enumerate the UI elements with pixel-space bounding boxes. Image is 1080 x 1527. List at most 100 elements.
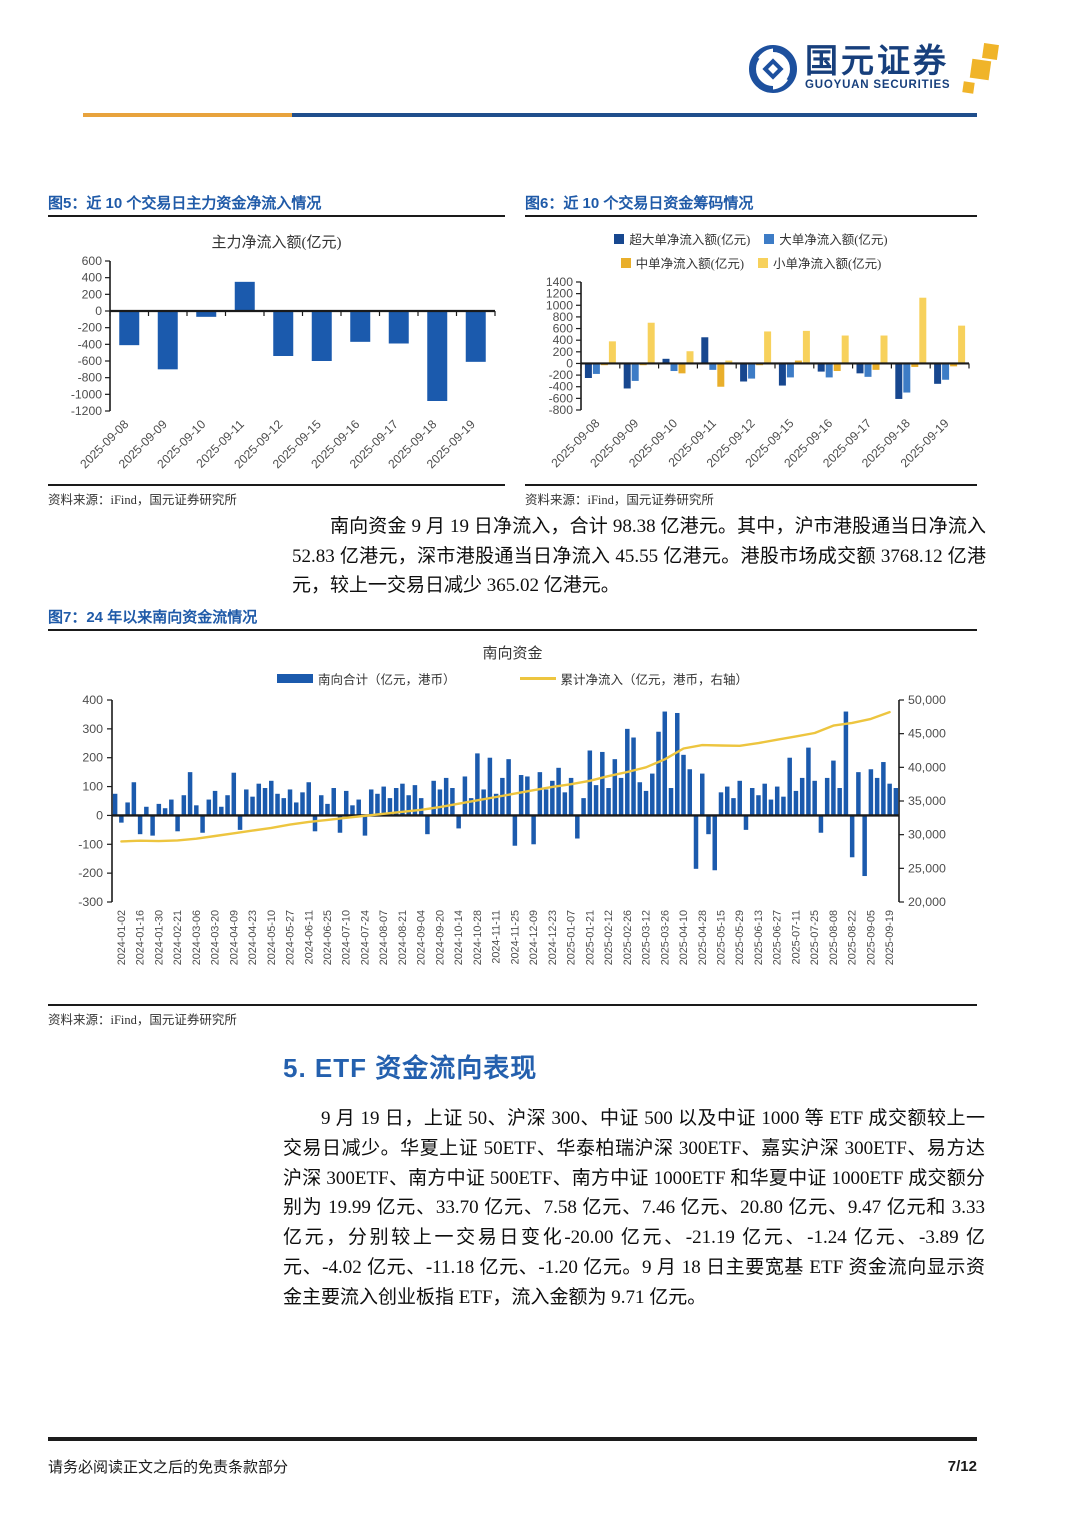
legend-item-small-order: 小单净流入额(亿元) bbox=[758, 253, 881, 272]
svg-text:2024-01-16: 2024-01-16 bbox=[135, 910, 147, 965]
svg-text:-600: -600 bbox=[549, 391, 574, 405]
svg-text:2025-06-27: 2025-06-27 bbox=[772, 910, 784, 965]
legend-item-cumulative-inflow: 累计净流入（亿元，港币，右轴） bbox=[519, 670, 748, 687]
svg-text:0: 0 bbox=[96, 808, 103, 822]
svg-text:-800: -800 bbox=[78, 371, 103, 385]
svg-text:-400: -400 bbox=[549, 380, 574, 394]
svg-text:2024-07-10: 2024-07-10 bbox=[341, 910, 353, 965]
svg-text:-300: -300 bbox=[78, 895, 103, 909]
svg-text:2024-03-20: 2024-03-20 bbox=[210, 910, 222, 965]
svg-text:600: 600 bbox=[553, 322, 574, 336]
etf-flows-paragraph: 9 月 19 日，上证 50、沪深 300、中证 500 以及中证 1000 等… bbox=[283, 1108, 985, 1308]
svg-text:2024-03-06: 2024-03-06 bbox=[191, 910, 203, 965]
svg-text:2024-08-07: 2024-08-07 bbox=[378, 910, 390, 965]
svg-text:200: 200 bbox=[553, 345, 574, 359]
svg-text:2024-11-25: 2024-11-25 bbox=[509, 910, 521, 964]
figure7-chart-title: 南向资金 bbox=[482, 646, 543, 662]
figure6: 图6：近 10 个交易日资金筹码情况 超大单净流入额(亿元) 大单净流入额(亿元… bbox=[525, 192, 977, 508]
svg-text:30,000: 30,000 bbox=[908, 828, 946, 842]
svg-text:1400: 1400 bbox=[546, 276, 573, 289]
svg-text:2024-04-23: 2024-04-23 bbox=[247, 910, 259, 965]
svg-text:2024-12-09: 2024-12-09 bbox=[528, 910, 540, 965]
southbound-funds-paragraph: 南向资金 9 月 19 日净流入，合计 98.38 亿港元。其中，沪市港股通当日… bbox=[292, 516, 986, 596]
brand-name-en: GUOYUAN SECURITIES bbox=[805, 79, 951, 91]
figure7-caption: 图7：24 年以来南向资金流情况 bbox=[48, 609, 258, 626]
legend-swatch-large-order bbox=[764, 233, 775, 244]
legend-item-large-order: 大单净流入额(亿元) bbox=[764, 229, 888, 248]
figure7-source: 资料来源：iFind，国元证券研究所 bbox=[48, 1004, 977, 1028]
svg-text:2025-05-29: 2025-05-29 bbox=[734, 910, 746, 965]
svg-text:2025-01-07: 2025-01-07 bbox=[566, 910, 578, 965]
svg-text:-1200: -1200 bbox=[71, 404, 102, 418]
svg-text:2025-03-12: 2025-03-12 bbox=[641, 910, 653, 965]
svg-text:-1000: -1000 bbox=[71, 387, 102, 401]
figure6-chart: 1400 1200 1000 800 600 400 200 0 -200 -400 -600 -80… bbox=[525, 275, 977, 479]
svg-text:2025-08-08: 2025-08-08 bbox=[828, 910, 840, 965]
svg-text:0: 0 bbox=[95, 304, 102, 318]
svg-text:2024-04-09: 2024-04-09 bbox=[228, 910, 240, 965]
svg-text:100: 100 bbox=[82, 780, 103, 794]
footer-disclaimer: 请务必阅读正文之后的免责条款部分 bbox=[48, 1460, 289, 1476]
brand-name-cn: 国元证券 bbox=[805, 42, 949, 79]
svg-text:2025-06-13: 2025-06-13 bbox=[753, 910, 765, 965]
legend-item-southbound-total: 南向合计（亿元，港币） bbox=[276, 670, 456, 687]
legend-swatch-line bbox=[519, 676, 556, 680]
svg-text:2024-09-04: 2024-09-04 bbox=[416, 910, 428, 965]
svg-text:2025-07-25: 2025-07-25 bbox=[809, 910, 821, 965]
svg-text:-600: -600 bbox=[78, 354, 103, 368]
svg-text:2024-10-14: 2024-10-14 bbox=[453, 910, 465, 965]
page-number: 7/12 bbox=[947, 1458, 977, 1475]
svg-text:2025-01-21: 2025-01-21 bbox=[584, 910, 596, 965]
svg-text:-200: -200 bbox=[549, 368, 574, 382]
figure5-caption-rule bbox=[48, 215, 505, 217]
svg-text:-800: -800 bbox=[549, 403, 574, 417]
header-divider bbox=[83, 113, 977, 117]
figure7-chart: 400 300 200 100 0 -100 -200 -300 50,000 45,000 40,… bbox=[48, 690, 977, 991]
legend-swatch-small-order bbox=[758, 257, 768, 268]
svg-text:2024-09-20: 2024-09-20 bbox=[434, 910, 446, 965]
svg-text:2024-01-30: 2024-01-30 bbox=[153, 910, 165, 965]
svg-text:40,000: 40,000 bbox=[908, 760, 946, 774]
svg-text:50,000: 50,000 bbox=[908, 693, 946, 707]
svg-text:200: 200 bbox=[82, 287, 103, 301]
svg-text:200: 200 bbox=[82, 751, 103, 765]
svg-text:2024-07-24: 2024-07-24 bbox=[359, 910, 371, 965]
svg-text:2024-01-02: 2024-01-02 bbox=[116, 910, 128, 965]
svg-text:2024-10-28: 2024-10-28 bbox=[472, 910, 484, 965]
svg-text:45,000: 45,000 bbox=[908, 727, 946, 741]
svg-text:600: 600 bbox=[82, 254, 103, 268]
svg-text:2024-05-10: 2024-05-10 bbox=[266, 910, 278, 965]
figure5-source: 资料来源：iFind，国元证券研究所 bbox=[48, 484, 505, 508]
legend-swatch-mid-order bbox=[620, 257, 631, 268]
svg-text:400: 400 bbox=[82, 271, 103, 285]
svg-text:2024-08-21: 2024-08-21 bbox=[397, 910, 409, 965]
svg-text:2025-04-28: 2025-04-28 bbox=[697, 910, 709, 965]
svg-text:2025-07-11: 2025-07-11 bbox=[790, 910, 802, 964]
svg-text:35,000: 35,000 bbox=[908, 794, 946, 808]
brand-logo: 国元证券 GUOYUAN SECURITIES bbox=[748, 42, 1000, 96]
svg-text:2025-02-12: 2025-02-12 bbox=[603, 910, 615, 965]
footer-divider bbox=[48, 1437, 977, 1441]
svg-text:-400: -400 bbox=[78, 337, 103, 351]
legend-item-mid-order: 中单净流入额(亿元) bbox=[620, 253, 744, 272]
figure-row: 图5：近 10 个交易日主力资金净流入情况 主力净流入额(亿元) 600 400 2… bbox=[48, 192, 977, 508]
svg-text:20,000: 20,000 bbox=[908, 895, 946, 909]
svg-text:-200: -200 bbox=[78, 321, 103, 335]
svg-text:2025-09-05: 2025-09-05 bbox=[865, 910, 877, 965]
figure7: 南向资金 南向合计（亿元，港币） 累计净流入（亿元，港币，右轴） 400 300 2… bbox=[48, 642, 977, 991]
svg-text:-200: -200 bbox=[78, 866, 103, 880]
gold-squares-icon bbox=[957, 43, 1000, 96]
svg-text:400: 400 bbox=[82, 693, 103, 707]
figure5-chart: 600 400 200 0 -200 -400 -600 -800 -1000 -1200 2025… bbox=[48, 253, 505, 480]
section5-heading: 5. ETF 资金流向表现 bbox=[283, 1053, 538, 1083]
svg-text:0: 0 bbox=[566, 356, 573, 370]
figure6-caption: 图6：近 10 个交易日资金筹码情况 bbox=[525, 195, 754, 212]
svg-text:400: 400 bbox=[553, 333, 574, 347]
svg-text:2025-08-22: 2025-08-22 bbox=[847, 910, 859, 965]
figure6-legend: 超大单净流入额(亿元) 大单净流入额(亿元) 中单净流入额(亿元) 小单净流入额… bbox=[525, 229, 977, 272]
guoyuan-emblem-icon bbox=[749, 45, 797, 93]
footer: 请务必阅读正文之后的免责条款部分 7/12 bbox=[48, 1456, 977, 1477]
svg-text:1000: 1000 bbox=[546, 298, 573, 312]
figure7-legend: 南向合计（亿元，港币） 累计净流入（亿元，港币，右轴） bbox=[48, 670, 977, 687]
